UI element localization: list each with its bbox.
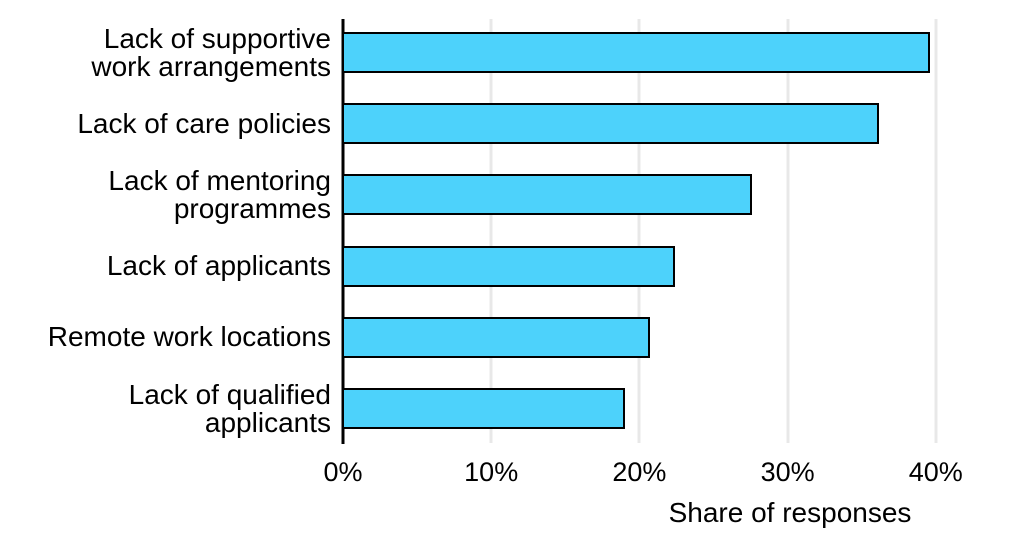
bar-supportive-work-arrangements — [342, 32, 930, 73]
category-label-qualified-applicants: Lack of qualified applicants — [128, 378, 331, 438]
x-tick-label-30: 30% — [760, 457, 815, 487]
bar-care-policies — [342, 103, 880, 145]
gridline-10pct — [489, 19, 493, 443]
gridline-40pct — [934, 19, 938, 443]
category-label-remote-work-locations: Remote work locations — [47, 321, 331, 353]
x-tick-label-40: 40% — [908, 457, 963, 487]
bar-qualified-applicants — [342, 388, 625, 429]
gridline-30pct — [786, 19, 790, 443]
category-label-mentoring-programmes: Lack of mentoring programmes — [108, 164, 331, 224]
bar-applicants — [342, 245, 675, 287]
bar-mentoring-programmes — [342, 174, 753, 216]
x-tick-label-10: 10% — [464, 457, 519, 487]
x-tick-label-0: 0% — [323, 457, 363, 487]
x-tick-label-20: 20% — [612, 457, 667, 487]
category-label-care-policies: Lack of care policies — [77, 107, 331, 139]
category-label-supportive-work-arrangements: Lack of supportive work arrangements — [91, 22, 331, 82]
gridline-20pct — [637, 19, 641, 443]
category-label-applicants: Lack of applicants — [106, 250, 331, 282]
bar-remote-work-locations — [342, 316, 650, 358]
x-axis-title: Share of responses — [668, 497, 912, 528]
y-axis-line — [341, 19, 345, 444]
